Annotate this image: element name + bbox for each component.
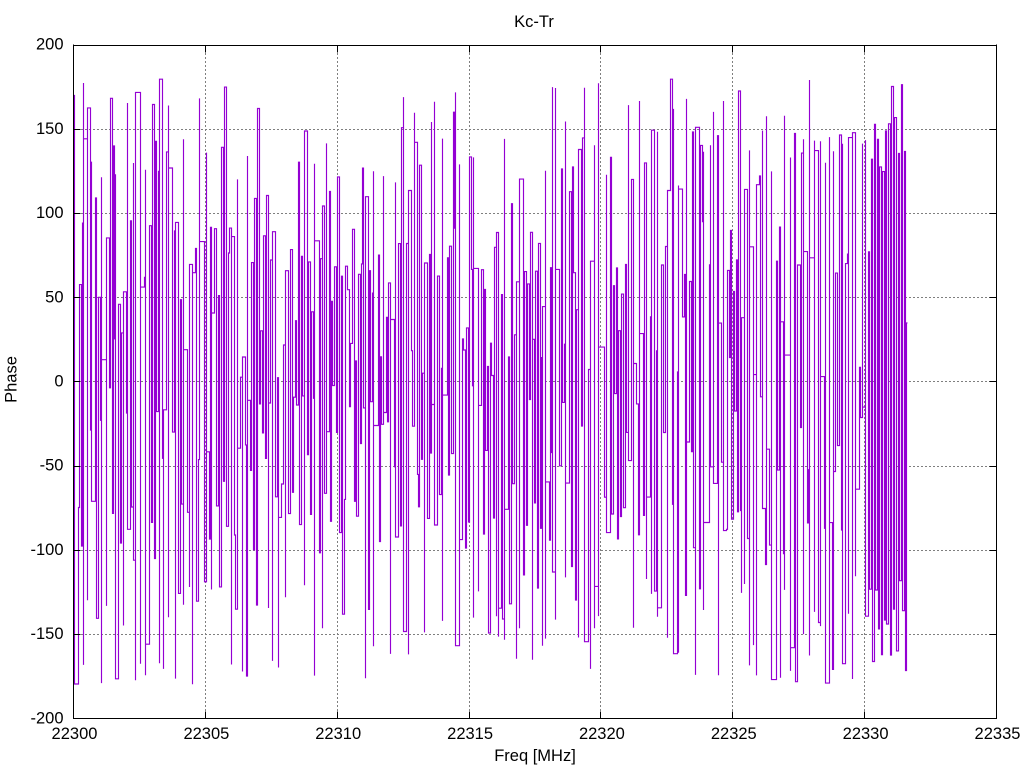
svg-text:22305: 22305 bbox=[183, 725, 229, 743]
svg-text:100: 100 bbox=[36, 204, 64, 222]
svg-text:200: 200 bbox=[36, 36, 64, 54]
svg-text:22300: 22300 bbox=[52, 725, 98, 743]
svg-text:Phase: Phase bbox=[3, 356, 21, 403]
svg-text:Freq [MHz]: Freq [MHz] bbox=[494, 747, 576, 765]
svg-text:22330: 22330 bbox=[843, 725, 889, 743]
svg-text:22320: 22320 bbox=[579, 725, 625, 743]
svg-text:-100: -100 bbox=[30, 541, 63, 559]
svg-text:-150: -150 bbox=[30, 625, 63, 643]
svg-text:22315: 22315 bbox=[447, 725, 493, 743]
svg-text:50: 50 bbox=[45, 288, 63, 306]
svg-text:0: 0 bbox=[54, 373, 63, 391]
svg-text:22335: 22335 bbox=[975, 725, 1021, 743]
svg-text:-200: -200 bbox=[30, 709, 63, 727]
svg-text:150: 150 bbox=[36, 120, 64, 138]
svg-text:-50: -50 bbox=[40, 457, 64, 475]
svg-text:22325: 22325 bbox=[711, 725, 757, 743]
svg-text:22310: 22310 bbox=[315, 725, 361, 743]
svg-text:Kc-Tr: Kc-Tr bbox=[514, 13, 554, 31]
